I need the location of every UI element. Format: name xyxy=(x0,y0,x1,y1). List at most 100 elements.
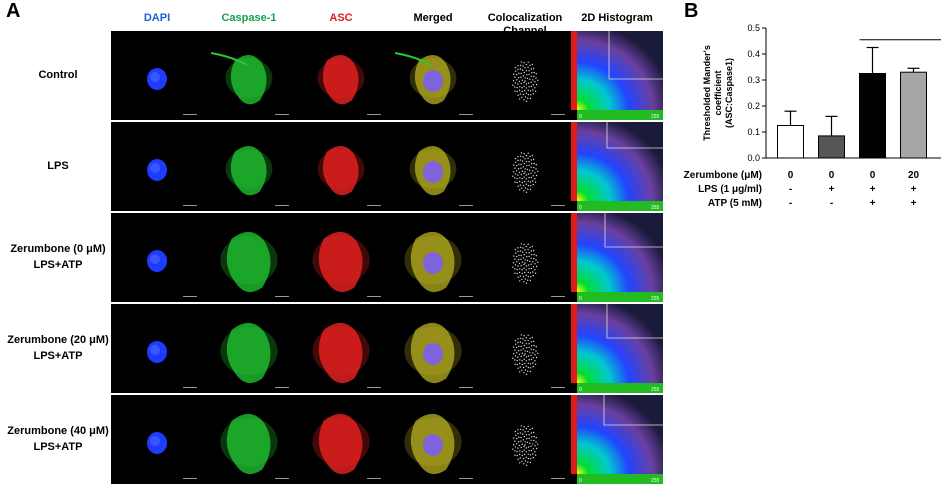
micrograph-merged-row5 xyxy=(387,395,479,484)
micrograph-merged-row2 xyxy=(387,122,479,211)
micrograph-asc-row4 xyxy=(295,304,387,393)
y-tick-label: 0.1 xyxy=(747,127,760,137)
micrograph-hist-row2: 0 255 xyxy=(571,122,663,211)
scale-bar xyxy=(551,205,565,206)
condition-value: + xyxy=(910,184,917,195)
scale-bar xyxy=(275,478,289,479)
column-header-2: Caspase-1 xyxy=(221,12,277,24)
condition-value: 0 xyxy=(828,170,835,181)
panel-b-label: B xyxy=(684,0,699,22)
condition-value: 0 xyxy=(787,170,794,181)
micrograph-caspase-row4 xyxy=(203,304,295,393)
condition-value: 20 xyxy=(907,170,920,181)
micrograph-hist-row5: 0 255 xyxy=(571,395,663,484)
condition-value: 0 xyxy=(869,170,876,181)
svg-text:0: 0 xyxy=(579,114,582,120)
column-header-1: DAPI xyxy=(143,12,171,24)
scale-bar xyxy=(367,114,381,115)
micrograph-coloc-row3 xyxy=(479,213,571,302)
micrograph-asc-row2 xyxy=(295,122,387,211)
panel-a-label: A xyxy=(6,0,21,22)
bar-4 xyxy=(900,71,927,159)
scale-bar xyxy=(459,387,473,388)
micrograph-coloc-row4 xyxy=(479,304,571,393)
scale-bar xyxy=(183,296,197,297)
scale-bar xyxy=(367,478,381,479)
micrograph-asc-row5 xyxy=(295,395,387,484)
y-tick-label: 0.4 xyxy=(747,49,760,59)
row-label-5: Zerumbone (40 μM) LPS+ATP xyxy=(7,425,109,453)
scale-bar xyxy=(275,296,289,297)
scale-bar xyxy=(183,387,197,388)
y-tick-label: 0.0 xyxy=(747,153,760,163)
scale-bar xyxy=(459,296,473,297)
scale-bar xyxy=(275,205,289,206)
condition-label-3: ATP (5 mM) xyxy=(707,198,762,209)
scale-bar xyxy=(367,205,381,206)
micrograph-dapi-row5 xyxy=(111,395,203,484)
row-label-1: Control xyxy=(38,69,78,81)
micrograph-coloc-row1 xyxy=(479,31,571,120)
condition-value: - xyxy=(788,198,793,209)
micrograph-merged-row3 xyxy=(387,213,479,302)
scale-bar xyxy=(551,387,565,388)
condition-value: + xyxy=(869,198,876,209)
micrograph-caspase-row2 xyxy=(203,122,295,211)
svg-text:0: 0 xyxy=(579,296,582,302)
column-header-4: Merged xyxy=(413,12,453,24)
column-header-6: 2D Histogram xyxy=(581,12,653,24)
micrograph-coloc-row5 xyxy=(479,395,571,484)
micrograph-caspase-row5 xyxy=(203,395,295,484)
row-label-4: Zerumbone (20 μM) LPS+ATP xyxy=(7,334,109,362)
scale-bar xyxy=(183,478,197,479)
condition-value: - xyxy=(829,198,834,209)
micrograph-caspase-row1 xyxy=(203,31,295,120)
condition-value: + xyxy=(869,184,876,195)
scale-bar xyxy=(275,387,289,388)
scale-bar xyxy=(367,387,381,388)
micrograph-caspase-row3 xyxy=(203,213,295,302)
micrograph-merged-row4 xyxy=(387,304,479,393)
bar-2 xyxy=(818,135,845,159)
scale-bar xyxy=(367,296,381,297)
scale-bar xyxy=(459,478,473,479)
micrograph-dapi-row3 xyxy=(111,213,203,302)
scale-bar xyxy=(183,114,197,115)
svg-text:255: 255 xyxy=(651,478,660,484)
row-label-3: Zerumbone (0 μM) LPS+ATP xyxy=(10,243,106,271)
scale-bar xyxy=(551,478,565,479)
svg-text:0: 0 xyxy=(579,205,582,211)
scale-bar xyxy=(183,205,197,206)
row-label-2: LPS xyxy=(47,160,69,172)
svg-text:255: 255 xyxy=(651,114,660,120)
bar-3 xyxy=(859,73,886,159)
micrograph-asc-row3 xyxy=(295,213,387,302)
condition-label-2: LPS (1 μg/ml) xyxy=(698,184,762,195)
bar-chart: 0.0 0.1 0.2 0.3 0.4 0.5 Thresholded Mander'sco… xyxy=(702,23,941,163)
condition-value: + xyxy=(828,184,835,195)
scale-bar xyxy=(459,114,473,115)
micrograph-dapi-row1 xyxy=(111,31,203,120)
micrograph-hist-row3: 0 255 xyxy=(571,213,663,302)
micrograph-hist-row1: 0 255 xyxy=(571,31,663,120)
condition-value: + xyxy=(910,198,917,209)
y-tick-label: 0.2 xyxy=(747,101,760,111)
scale-bar xyxy=(551,114,565,115)
micrograph-merged-row1 xyxy=(387,31,479,120)
column-header-3: ASC xyxy=(329,12,353,24)
svg-text:0: 0 xyxy=(579,478,582,484)
micrograph-dapi-row4 xyxy=(111,304,203,393)
micrograph-dapi-row2 xyxy=(111,122,203,211)
scale-bar xyxy=(459,205,473,206)
scale-bar xyxy=(275,114,289,115)
svg-text:0: 0 xyxy=(579,387,582,393)
svg-text:255: 255 xyxy=(651,296,660,302)
y-tick-label: 0.3 xyxy=(747,75,760,85)
condition-value: - xyxy=(788,184,793,195)
svg-text:255: 255 xyxy=(651,387,660,393)
scale-bar xyxy=(551,296,565,297)
micrograph-asc-row1 xyxy=(295,31,387,120)
micrograph-coloc-row2 xyxy=(479,122,571,211)
bar-1 xyxy=(777,125,804,159)
y-axis-label: Thresholded Mander'scoefficient(ASC:Casp… xyxy=(702,45,734,141)
